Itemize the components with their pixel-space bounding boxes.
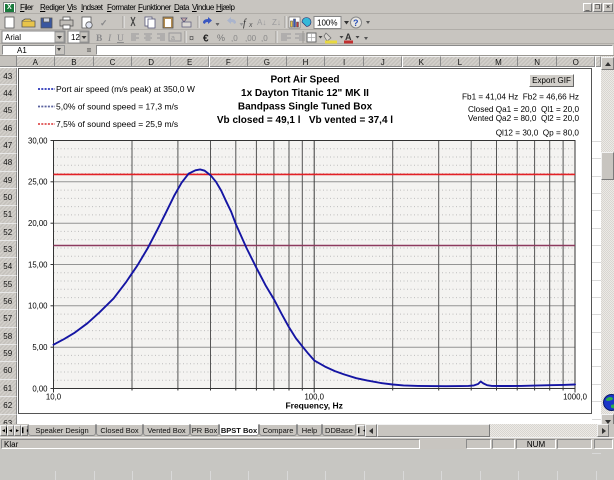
svg-text:U: U [117,34,124,44]
svg-text:Ql12 = 30,0 Qp = 80,0: Ql12 = 30,0 Qp = 80,0 [496,128,580,137]
svg-text:Fb1 = 41,04 Hz Fb2 = 46,66 Hz: Fb1 = 41,04 Hz Fb2 = 46,66 Hz [462,92,579,101]
svg-text:30,00: 30,00 [28,136,48,145]
svg-text:25,00: 25,00 [28,177,48,186]
svg-text:15,00: 15,00 [28,260,48,269]
svg-text:Vented Qa2 = 80,0 Ql2 = 20,0: Vented Qa2 = 80,0 Ql2 = 20,0 [468,114,580,123]
svg-text:100%: 100% [317,19,337,28]
svg-text:Vb closed = 49,1 l Vb vented: Vb closed = 49,1 l Vb vented = 37,4 l [217,115,393,126]
svg-text:12: 12 [71,33,80,42]
svg-text:Closed Qa1 = 20,0 Ql1 = 20,0: Closed Qa1 = 20,0 Ql1 = 20,0 [468,105,580,114]
svg-text:I: I [107,34,112,44]
svg-text:%: % [217,33,225,43]
svg-text:,0: ,0 [231,34,238,43]
svg-text:Frequency, Hz: Frequency, Hz [285,400,342,410]
svg-text:1000,0: 1000,0 [563,392,588,401]
svg-text:,0: ,0 [261,34,268,43]
svg-text:Port air speed (m/s peak) at 3: Port air speed (m/s peak) at 350,0 W [56,84,195,94]
svg-text:10,0: 10,0 [46,392,62,401]
svg-text:€: € [203,34,209,45]
svg-text:A↓: A↓ [257,18,266,27]
svg-text:Z↓: Z↓ [272,18,281,27]
svg-text:7,5% of sound speed = 25,9 m/s: 7,5% of sound speed = 25,9 m/s [56,119,178,129]
svg-text:1x Dayton Titanic 12" MK II: 1x Dayton Titanic 12" MK II [241,88,369,99]
svg-text:?: ? [353,18,359,28]
svg-text:20,00: 20,00 [28,219,48,228]
svg-text:Bandpass Single Tuned Box: Bandpass Single Tuned Box [238,101,373,112]
svg-text:5,00: 5,00 [32,343,48,352]
svg-text:x: x [248,22,253,29]
svg-text:Arial: Arial [5,33,21,42]
svg-text:f: f [243,18,247,29]
svg-text:B: B [96,34,103,44]
svg-text:10,00: 10,00 [28,301,48,310]
svg-text:✓: ✓ [100,18,108,28]
svg-text:Port Air Speed: Port Air Speed [270,74,339,85]
svg-text:¤: ¤ [189,33,194,43]
svg-text:,00: ,00 [245,34,257,43]
svg-text:5,0% of sound speed = 17,3 m/s: 5,0% of sound speed = 17,3 m/s [56,101,178,111]
svg-text:a: a [171,35,175,42]
